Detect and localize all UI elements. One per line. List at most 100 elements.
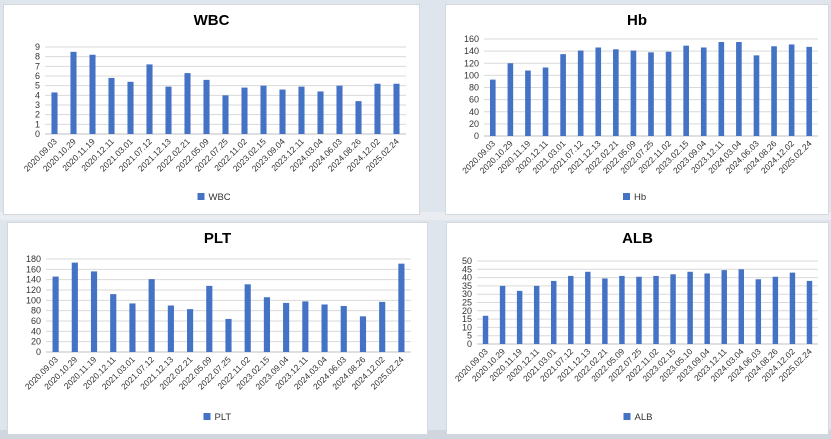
plt-y-tick-label: 80 bbox=[31, 306, 41, 316]
wbc-bar bbox=[260, 85, 267, 134]
wbc-legend-label: WBC bbox=[209, 192, 231, 203]
alb-y-tick-label: 50 bbox=[462, 256, 472, 266]
alb-y-tick-label: 10 bbox=[462, 322, 472, 332]
hb-bar bbox=[665, 51, 672, 137]
alb-bar bbox=[721, 270, 727, 344]
alb-bar bbox=[806, 280, 813, 344]
hb-bar bbox=[771, 46, 777, 136]
wbc-y-tick-label: 1 bbox=[35, 119, 40, 129]
wbc-bar bbox=[51, 92, 58, 134]
plt-bar bbox=[302, 301, 309, 352]
alb-legend-label: ALB bbox=[635, 412, 653, 423]
alb-bar bbox=[636, 276, 642, 344]
hb-y-tick-label: 140 bbox=[464, 46, 479, 56]
wbc-bar bbox=[146, 64, 153, 134]
hb-chart-title: Hb bbox=[627, 12, 647, 29]
plt-y-tick-label: 40 bbox=[31, 326, 41, 336]
plt-bar bbox=[148, 279, 155, 352]
wbc-bar bbox=[241, 87, 248, 134]
wbc-legend-swatch bbox=[197, 193, 205, 200]
wbc-bar bbox=[70, 51, 77, 135]
plt-legend-label: PLT bbox=[215, 412, 232, 423]
hb-y-tick-label: 20 bbox=[469, 119, 479, 129]
hb-y-tick-label: 40 bbox=[469, 107, 479, 117]
alb-bar bbox=[550, 280, 557, 344]
plt-bar bbox=[206, 285, 213, 352]
plt-bar bbox=[90, 271, 98, 352]
plt-chart-panel: PLT 0 20 40 60 80 100 120 140 160 180 2020.09.03 202… bbox=[7, 222, 428, 435]
hb-y-tick-label: 160 bbox=[464, 34, 479, 44]
wbc-y-tick-label: 5 bbox=[35, 81, 40, 91]
wbc-bar bbox=[336, 85, 343, 134]
alb-bar bbox=[670, 274, 676, 344]
hb-chart-panel: Hb 0 20 40 60 80 100 120 140 160 2020.09.03 2020.10… bbox=[445, 4, 829, 215]
alb-chart-panel: ALB 0 5 10 15 20 25 30 35 40 45 50 2020.09.03 2020.10… bbox=[446, 222, 829, 435]
hb-y-tick-label: 100 bbox=[464, 70, 479, 80]
alb-bar bbox=[602, 278, 608, 344]
plt-bar bbox=[283, 302, 290, 352]
alb-y-tick-label: 0 bbox=[467, 339, 472, 349]
wbc-y-tick-label: 0 bbox=[35, 129, 40, 139]
wbc-bar bbox=[298, 86, 305, 134]
hb-bar bbox=[788, 44, 795, 136]
hb-bar bbox=[718, 42, 725, 136]
wbc-bar bbox=[127, 81, 134, 134]
hb-bar bbox=[613, 49, 619, 136]
alb-bar bbox=[516, 290, 523, 344]
alb-legend-swatch bbox=[623, 413, 631, 420]
alb-y-tick-label: 30 bbox=[462, 289, 472, 299]
hb-y-tick-label: 80 bbox=[469, 83, 479, 93]
plt-bar bbox=[244, 284, 251, 352]
hb-bar bbox=[595, 47, 602, 136]
plt-bar bbox=[263, 297, 270, 352]
plt-chart-title: PLT bbox=[204, 230, 231, 247]
hb-bar bbox=[489, 79, 496, 136]
hb-bar bbox=[630, 50, 637, 136]
wbc-bar bbox=[393, 83, 400, 134]
alb-bar bbox=[789, 272, 796, 344]
plt-bar bbox=[167, 305, 174, 352]
wbc-bar bbox=[89, 54, 96, 134]
plt-y-tick-label: 60 bbox=[31, 316, 41, 326]
alb-bar bbox=[738, 269, 745, 344]
alb-y-tick-label: 35 bbox=[462, 281, 472, 291]
wbc-y-tick-label: 7 bbox=[35, 61, 40, 71]
alb-bar bbox=[585, 271, 591, 344]
wbc-y-tick-label: 6 bbox=[35, 71, 40, 81]
hb-y-tick-label: 60 bbox=[469, 95, 479, 105]
wbc-bar bbox=[355, 101, 362, 134]
hb-legend-label: Hb bbox=[634, 192, 646, 203]
alb-bar bbox=[568, 275, 574, 344]
wbc-bar bbox=[203, 79, 210, 134]
wbc-y-tick-label: 8 bbox=[35, 52, 40, 62]
alb-y-tick-label: 40 bbox=[462, 273, 472, 283]
alb-y-tick-label: 25 bbox=[462, 298, 472, 308]
plt-y-tick-label: 100 bbox=[26, 295, 41, 305]
hb-bar bbox=[736, 42, 742, 136]
alb-bar bbox=[499, 285, 506, 344]
plt-bar bbox=[129, 303, 136, 352]
hb-bar bbox=[577, 50, 584, 136]
wbc-y-tick-label: 4 bbox=[35, 90, 40, 100]
wbc-chart-panel: WBC 0 1 2 3 4 5 6 7 8 9 2020.09.03 2020.10.29 2020.11… bbox=[3, 4, 420, 215]
plt-chart-svg: PLT0204060801001201401601802020.09.03202… bbox=[23, 230, 411, 423]
alb-bar bbox=[772, 276, 779, 344]
hb-y-tick-label: 120 bbox=[464, 58, 479, 68]
plt-y-tick-label: 20 bbox=[31, 337, 41, 347]
hb-bar bbox=[560, 54, 566, 136]
plt-bar bbox=[398, 263, 405, 352]
hb-chart-svg: Hb0204060801001201401602020.09.032020.10… bbox=[460, 12, 818, 203]
wbc-bar bbox=[279, 89, 286, 134]
plt-y-tick-label: 140 bbox=[26, 275, 41, 285]
background-band bbox=[0, 212, 831, 220]
alb-y-tick-label: 20 bbox=[462, 306, 472, 316]
wbc-bar bbox=[108, 77, 115, 134]
hb-bar bbox=[700, 47, 707, 136]
hb-bar bbox=[753, 55, 760, 136]
alb-bar bbox=[755, 279, 762, 344]
plt-legend-swatch bbox=[203, 413, 211, 420]
plt-y-tick-label: 120 bbox=[26, 285, 41, 295]
alb-y-tick-label: 5 bbox=[467, 331, 472, 341]
wbc-bar bbox=[184, 73, 191, 134]
wbc-bar bbox=[317, 91, 324, 134]
